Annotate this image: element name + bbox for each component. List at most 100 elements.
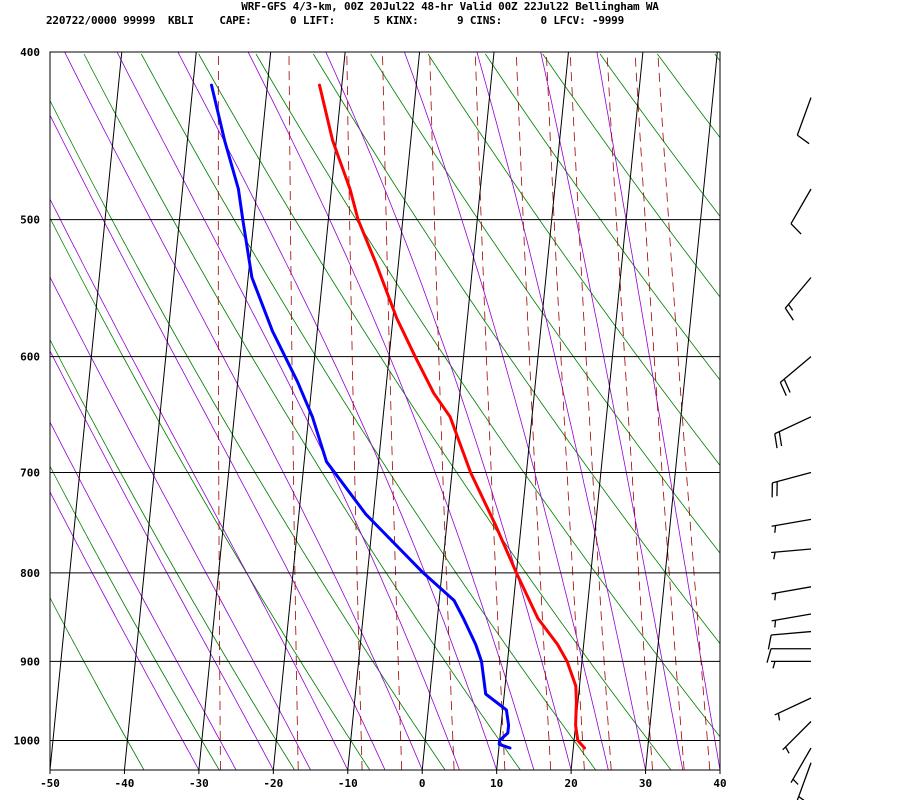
mixing-ratio-line: [569, 52, 612, 770]
barb-flag: [766, 648, 772, 663]
x-tick-label: 20: [564, 777, 577, 790]
y-tick-label: 600: [20, 351, 40, 364]
barb-flag: [796, 134, 810, 145]
dry-adiabat: [657, 53, 720, 139]
isotherms: [50, 52, 720, 770]
x-axis-ticks: -50 -40 -30 -20 -10 0 10 20 30 40: [40, 770, 727, 790]
isotherm: [645, 52, 718, 770]
barb-staff: [771, 630, 812, 636]
dry-adiabat: [599, 53, 720, 217]
wind-barb: [782, 721, 812, 754]
isotherm: [496, 52, 569, 770]
dry-adiabat: [83, 53, 521, 770]
dry-adiabat: [542, 53, 720, 298]
y-tick-label: 800: [20, 567, 40, 580]
dewpoint-profile: [210, 83, 512, 750]
moist-adiabat: [404, 52, 609, 770]
wind-barb: [774, 697, 812, 721]
barb-staff: [796, 97, 812, 136]
barb-half-flag: [784, 746, 790, 754]
moist-adiabat: [116, 52, 460, 770]
dry-adiabat: [887, 54, 900, 770]
dry-adiabat: [50, 338, 295, 770]
barb-half-flag: [774, 620, 777, 628]
wind-barb: [771, 613, 812, 628]
barb-flag: [778, 431, 783, 447]
dry-adiabat: [313, 53, 720, 645]
x-tick-label: 10: [490, 777, 503, 790]
barb-staff: [790, 188, 812, 224]
moist-adiabat: [50, 490, 200, 770]
barb-staff: [774, 697, 812, 716]
wind-barb: [790, 188, 812, 235]
dry-adiabat: [829, 54, 900, 770]
wind-barb: [771, 518, 812, 533]
barb-staff: [771, 613, 812, 622]
barb-half-flag: [772, 661, 776, 669]
barb-half-flag: [792, 778, 799, 785]
barb-staff: [774, 416, 812, 435]
chart-title: WRF-GFS 4/3-km, 00Z 20Jul22 48-hr Valid …: [241, 0, 659, 13]
isotherm: [719, 764, 720, 770]
x-tick-label: 30: [639, 777, 652, 790]
mixing-ratio-line: [474, 52, 506, 770]
mixing-ratio-line: [515, 52, 552, 770]
mixing-ratio-line: [545, 52, 585, 770]
y-tick-label: 900: [20, 655, 40, 668]
wind-barb: [767, 630, 812, 650]
moist-adiabat: [177, 52, 498, 770]
wind-barb: [784, 277, 812, 321]
dry-adiabat: [50, 465, 220, 770]
y-tick-label: 700: [20, 467, 40, 480]
barb-half-flag: [787, 303, 794, 311]
isotherm: [50, 52, 123, 770]
chart-subtitle: 220722/0000 99999 KBLI CAPE: 0 LIFT: 5 K…: [46, 14, 625, 27]
barb-staff: [796, 762, 812, 800]
barb-half-flag: [798, 796, 805, 800]
dry-adiabat: [140, 53, 597, 770]
barb-half-flag: [777, 713, 781, 721]
x-tick-label: -30: [189, 777, 209, 790]
mixing-ratio-line: [382, 52, 403, 770]
mixing-ratio-line: [217, 52, 221, 770]
barb-flag: [790, 223, 802, 235]
isotherm: [421, 52, 495, 770]
isotherm: [347, 52, 421, 770]
x-tick-label: -50: [40, 777, 60, 790]
dry-adiabat: [50, 217, 371, 770]
moist-adiabat: [50, 114, 386, 770]
barb-staff: [771, 548, 812, 554]
wind-barb: [771, 586, 812, 601]
barb-staff: [784, 277, 812, 309]
moist-adiabat: [50, 276, 311, 770]
background-lines: [50, 52, 900, 770]
barb-staff: [772, 471, 812, 484]
dry-adiabat: [50, 99, 446, 770]
barb-flag: [783, 378, 791, 393]
wind-barbs: [766, 97, 812, 800]
dry-adiabat: [485, 53, 720, 381]
dry-adiabat: [714, 53, 720, 62]
dry-adiabat: [50, 596, 145, 770]
mixing-ratio-line: [606, 52, 653, 770]
mixing-ratio-line: [288, 52, 299, 770]
wind-barb: [771, 471, 812, 498]
moist-adiabat: [540, 52, 684, 770]
dry-adiabat: [370, 53, 720, 554]
mixing-ratio-line: [634, 52, 685, 770]
temperature-profile: [318, 83, 586, 750]
dry-adiabat: [255, 53, 720, 738]
barb-half-flag: [774, 525, 777, 533]
dry-adiabat: [198, 53, 672, 770]
mixing-ratio-line: [429, 52, 455, 770]
mixing-ratio-line: [657, 52, 711, 770]
x-tick-label: 40: [713, 777, 726, 790]
barb-staff: [782, 721, 812, 751]
moist-adiabat: [50, 198, 349, 770]
wind-barb: [779, 356, 812, 396]
y-tick-label: 500: [20, 214, 40, 227]
wind-barb: [796, 762, 812, 800]
plot-frame: [49, 51, 721, 771]
isotherm: [198, 52, 272, 770]
